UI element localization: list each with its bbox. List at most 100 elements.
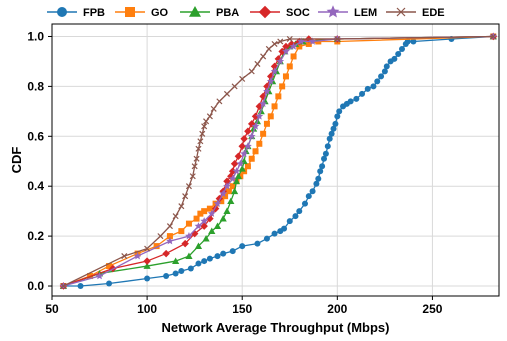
data-point-lem (223, 182, 231, 190)
data-point-soc (238, 142, 246, 151)
x-marker-stroke (144, 245, 151, 252)
data-point-ede (172, 213, 179, 220)
data-point-soc (181, 239, 189, 248)
data-point-pba (219, 215, 227, 222)
data-point-ede (189, 173, 196, 180)
data-point-ede (271, 40, 278, 47)
data-point-go (256, 140, 263, 147)
axis-ticks: 50 100 150 200 250 0.0 0.2 0.4 0.6 0.8 1.0 (27, 29, 442, 316)
x-marker-stroke (210, 105, 217, 112)
legend-item-soc: SOC (250, 5, 310, 19)
data-point-go (271, 103, 278, 110)
legend-item-go: GO (115, 7, 169, 19)
data-point-go (225, 188, 232, 195)
data-point-fpb (383, 63, 390, 70)
data-point-lem (95, 271, 104, 280)
data-point-ede (254, 60, 261, 67)
legend-label-soc: SOC (286, 7, 310, 19)
data-point-ede (197, 138, 204, 145)
data-point-lem (266, 77, 275, 85)
data-point-go (166, 233, 173, 240)
data-point-ede (210, 105, 217, 112)
data-point-go (296, 43, 303, 50)
legend-label-pba: PBA (216, 7, 239, 19)
x-marker-stroke (182, 193, 189, 200)
data-point-soc (244, 127, 252, 136)
data-point-ede (216, 98, 223, 105)
grid (51, 24, 499, 296)
data-point-lem (240, 149, 248, 158)
data-point-fpb (286, 218, 293, 225)
data-point-fpb (301, 200, 308, 207)
data-point-fpb (319, 163, 326, 170)
data-point-fpb (214, 253, 221, 260)
data-point-soc (230, 159, 239, 168)
legend-marker-lem (326, 5, 340, 18)
data-point-pba (231, 187, 239, 195)
data-point-ede (260, 53, 267, 60)
data-point-go (185, 220, 192, 227)
data-point-go (279, 83, 286, 90)
data-point-go (263, 120, 270, 127)
data-point-fpb (398, 45, 405, 52)
data-point-go (282, 73, 289, 80)
x-tick-label: 50 (45, 302, 59, 316)
data-point-lem (228, 174, 237, 182)
x-marker-stroke (223, 90, 231, 97)
data-point-fpb (201, 258, 208, 265)
data-point-ede (248, 68, 255, 75)
data-point-ede (286, 35, 293, 42)
x-marker-stroke (490, 33, 497, 40)
data-point-go (106, 263, 113, 270)
data-point-fpb (172, 270, 179, 277)
data-point-lem (185, 232, 193, 240)
x-tick-label: 250 (422, 302, 442, 316)
data-point-fpb (163, 273, 170, 280)
data-point-fpb (370, 83, 377, 90)
data-point-fpb (347, 98, 354, 105)
plot-area-frame (51, 23, 500, 297)
x-marker-stroke (178, 203, 185, 210)
x-marker-stroke (197, 138, 204, 145)
x-marker-stroke (166, 223, 173, 230)
data-point-fpb (317, 168, 324, 175)
data-point-fpb (336, 108, 343, 115)
x-marker-stroke (191, 163, 198, 170)
data-point-ede (231, 83, 238, 90)
data-point-fpb (334, 113, 341, 120)
data-point-lem (213, 199, 222, 207)
data-point-go (305, 40, 312, 47)
x-marker-stroke (195, 145, 202, 152)
data-point-pba (185, 252, 193, 259)
data-point-go (260, 130, 267, 137)
data-point-fpb (391, 55, 398, 62)
series-ede (60, 33, 497, 290)
data-point-fpb (254, 240, 261, 247)
data-point-lem (244, 142, 252, 150)
series-lem (59, 32, 498, 290)
data-point-ede (201, 123, 208, 130)
legend-marker-fpb (57, 7, 67, 17)
data-point-fpb (77, 283, 84, 290)
data-point-go (286, 63, 293, 70)
data-point-lem (207, 209, 216, 217)
data-point-fpb (187, 265, 194, 272)
x-marker-stroke (231, 83, 238, 90)
data-point-lem (236, 159, 245, 168)
legend-marker-pba (189, 6, 201, 17)
y-tick-label: 1.0 (27, 29, 44, 43)
x-marker-stroke (189, 173, 196, 180)
data-point-ede (166, 223, 173, 230)
data-point-pba (208, 227, 216, 234)
legend-marker-go (125, 7, 135, 17)
data-point-ede (157, 233, 164, 240)
data-point-fpb (239, 243, 246, 250)
data-point-ede (223, 90, 231, 97)
data-point-go (275, 93, 282, 100)
data-point-lem (200, 217, 209, 225)
data-point-fpb (378, 73, 385, 80)
data-point-ede (193, 155, 200, 162)
data-point-ede (121, 253, 128, 260)
data-point-lem (166, 237, 174, 245)
